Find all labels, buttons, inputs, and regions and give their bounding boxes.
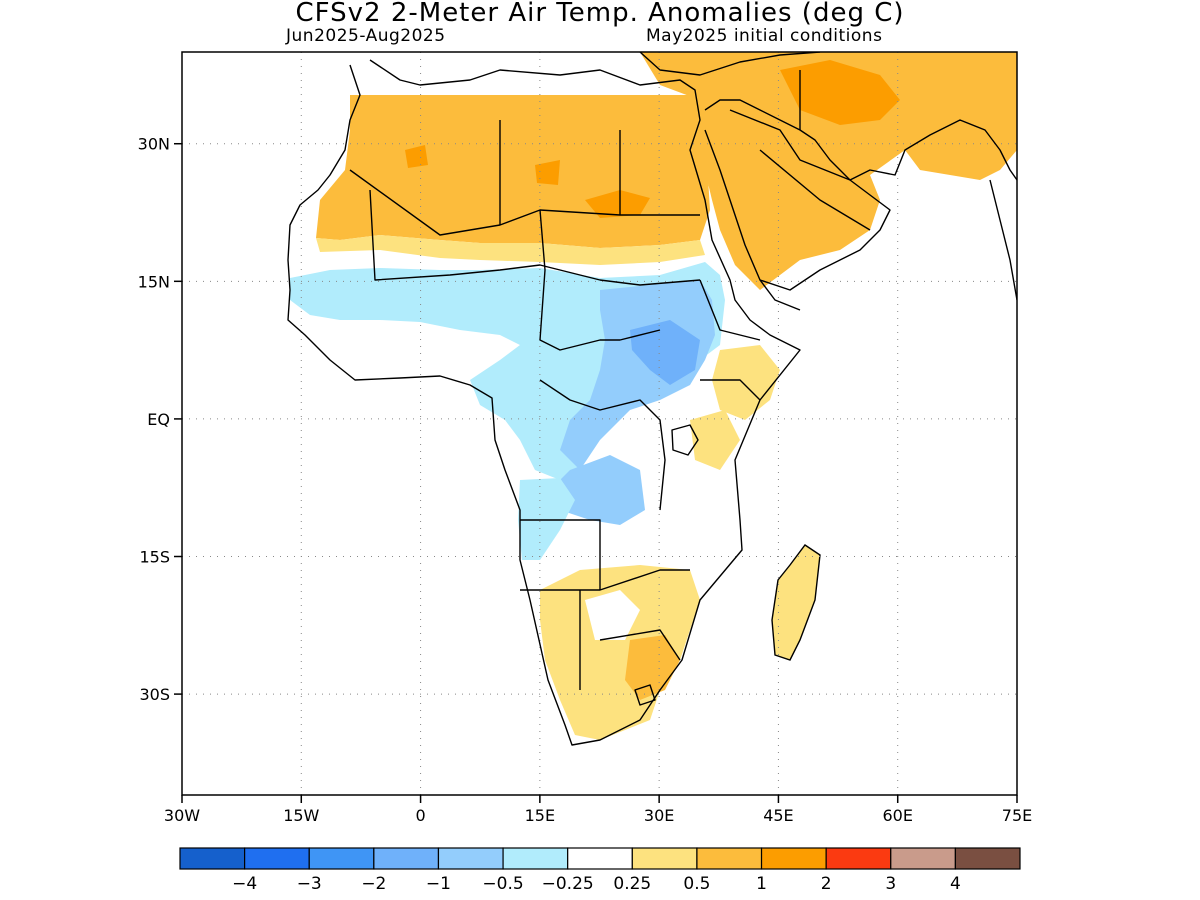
colorbar-swatch — [244, 847, 310, 870]
lon-tick-label: 30W — [164, 806, 200, 825]
colorbar-swatch — [631, 847, 698, 870]
colorbar-label: −1 — [426, 874, 451, 894]
anomaly-namibia-white — [585, 590, 640, 640]
colorbar-swatch — [696, 847, 763, 870]
lon-tick-label: 60E — [882, 806, 912, 825]
lon-tick-label: 15W — [283, 806, 319, 825]
colorbar-swatch — [567, 847, 633, 870]
india-coast — [989, 179, 1017, 301]
anomaly-kenya-warm — [690, 410, 740, 470]
lat-tick-label: EQ — [147, 410, 170, 429]
colorbar-label: −3 — [297, 874, 322, 894]
colorbar-swatch — [308, 847, 375, 870]
colorbar-label: 0.5 — [683, 874, 710, 894]
anomaly-angola-cool — [518, 478, 575, 560]
colorbar-label: 2 — [821, 874, 832, 894]
coastline-borders — [287, 52, 1017, 746]
africa-coastline — [287, 59, 801, 746]
anomaly-sahara-orange-3 — [535, 160, 560, 185]
red-sea-coast — [704, 129, 801, 311]
colorbar-swatch — [179, 847, 246, 870]
anomaly-south-africa-orange — [625, 635, 680, 700]
colorbar: −4 −3 −2 −1 −0.5 −0.25 0.25 0.5 1 2 3 4 — [179, 847, 1021, 894]
anomaly-sahel-fringe — [316, 235, 705, 265]
colorbar-swatch — [760, 847, 827, 870]
colorbar-label: −0.25 — [542, 874, 594, 894]
arabia-east-coast — [849, 119, 1017, 181]
colorbar-label: 1 — [756, 874, 767, 894]
mediterranean-north-coast — [639, 52, 821, 76]
anomaly-north-africa — [316, 95, 710, 248]
lat-tick-label: 30S — [139, 685, 170, 704]
colorbar-label: 0.25 — [613, 874, 651, 894]
map-area — [182, 52, 1017, 795]
latitude-axis: 30N 15N EQ 15S 30S — [138, 135, 182, 704]
colorbar-label: 4 — [950, 874, 961, 894]
colorbar-swatch — [502, 847, 569, 870]
lon-tick-label: 75E — [1002, 806, 1032, 825]
lat-tick-label: 15N — [138, 272, 170, 291]
anomaly-sahara-orange-2 — [405, 145, 428, 168]
colorbar-label: −0.5 — [482, 874, 523, 894]
anomaly-sahara-orange-1 — [585, 190, 650, 218]
map-title: CFSv2 2-Meter Air Temp. Anomalies (deg C… — [295, 0, 905, 28]
lon-tick-label: 45E — [763, 806, 793, 825]
lon-tick-label: 15E — [525, 806, 555, 825]
lake-victoria — [671, 424, 699, 456]
colorbar-swatch — [437, 847, 504, 870]
colorbar-swatch — [373, 847, 440, 870]
border-arabia — [729, 70, 871, 231]
arabia-coastline — [704, 99, 891, 291]
colorbar-label: −2 — [361, 874, 386, 894]
lon-tick-label: 0 — [415, 806, 425, 825]
anomaly-south-sudan-midblue — [630, 320, 700, 385]
border-north-1 — [349, 169, 700, 236]
anomaly-ethiopia-warm — [712, 345, 780, 420]
border-angola — [520, 519, 601, 590]
lat-tick-label: 15S — [139, 548, 170, 567]
map-frame — [181, 51, 1018, 796]
border-south — [520, 569, 690, 591]
border-congo — [539, 379, 666, 511]
border-central — [539, 209, 661, 351]
initial-conditions: May2025 initial conditions — [646, 26, 883, 46]
anomaly-turkey — [640, 52, 780, 100]
border-east — [699, 279, 761, 401]
forecast-period: Jun2025-Aug2025 — [286, 26, 446, 46]
colorbar-label: −4 — [232, 874, 257, 894]
colorbar-label: 3 — [885, 874, 896, 894]
map-grid — [182, 52, 1017, 795]
border-southern — [579, 590, 681, 690]
anomaly-iran-orange — [780, 60, 900, 125]
anomaly-congo-cool — [525, 455, 645, 555]
anomaly-arabia — [700, 52, 1017, 290]
colorbar-swatch — [890, 847, 956, 870]
colorbar-swatch — [825, 847, 892, 870]
anomaly-madagascar — [771, 544, 821, 661]
lon-tick-label: 30E — [644, 806, 674, 825]
border-sahel — [369, 189, 701, 286]
lat-tick-label: 30N — [138, 135, 170, 154]
colorbar-swatch — [954, 847, 1021, 870]
lesotho — [634, 684, 656, 706]
longitude-axis: 30W 15W 0 15E 30E 45E 60E 75E — [164, 795, 1032, 825]
